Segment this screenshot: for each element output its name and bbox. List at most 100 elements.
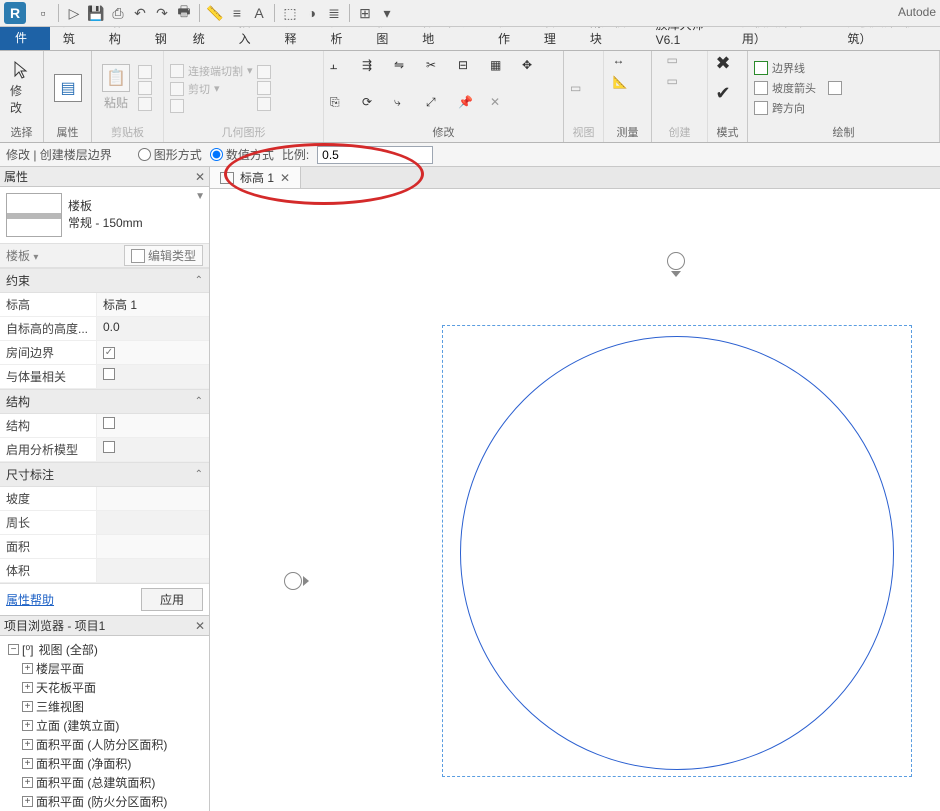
cancel-mode-button[interactable]: ✖	[716, 53, 740, 77]
array-icon[interactable]: ▦	[490, 58, 516, 80]
view-tabs: 标高 1 ✕	[210, 167, 940, 189]
drawing-canvas[interactable]	[210, 189, 940, 811]
boundary-line-button[interactable]: 边界线	[754, 60, 816, 76]
section-structure[interactable]: 结构⌃	[0, 389, 209, 414]
edit-type-button[interactable]: 编辑类型	[124, 245, 203, 266]
dim-icon[interactable]: ↔	[613, 53, 643, 71]
numeric-mode-radio[interactable]: 数值方式	[210, 146, 274, 163]
browser-close-icon[interactable]: ✕	[195, 619, 205, 633]
prop-struct[interactable]	[96, 414, 209, 437]
qat-open-icon[interactable]: ▷	[64, 3, 84, 23]
app-logo[interactable]: R	[4, 2, 26, 24]
extend-icon[interactable]: ⤷	[394, 95, 420, 117]
tree-floorplans[interactable]: +楼层平面	[2, 659, 207, 678]
prop-roombound[interactable]	[96, 341, 209, 364]
properties-icon: ▤	[54, 74, 82, 102]
type-selector[interactable]: 楼板 常规 - 150mm ▼	[0, 187, 209, 244]
measure-icon[interactable]: 📐	[613, 75, 643, 93]
pin-icon[interactable]: 📌	[458, 95, 484, 117]
slope-arrow-button[interactable]: 坡度箭头	[754, 80, 816, 96]
options-bar: 修改 | 创建楼层边界 图形方式 数值方式 比例:	[0, 143, 940, 167]
ribbon-group-props: ▤ 属性	[44, 51, 92, 142]
qat-3d-icon[interactable]: ⬚	[280, 3, 300, 23]
ribbon-group-view: ▭ 视图	[564, 51, 604, 142]
qat-thin-icon[interactable]: ≣	[324, 3, 344, 23]
prop-level[interactable]: 标高 1	[96, 293, 209, 316]
section-constraints[interactable]: 约束⌃	[0, 268, 209, 293]
sketch-circle[interactable]	[460, 336, 894, 770]
tree-3d[interactable]: +三维视图	[2, 697, 207, 716]
properties-button[interactable]: ▤	[50, 72, 86, 104]
modify-tool-button[interactable]: 修改	[6, 58, 37, 118]
mirror-icon[interactable]: ⇋	[394, 58, 420, 80]
cut-icon	[138, 65, 152, 79]
ratio-label: 比例:	[282, 146, 309, 163]
tab-steel[interactable]: 钢	[142, 26, 180, 50]
app-title: Autode	[898, 5, 936, 19]
tree-root-views[interactable]: −[⁰]视图 (全部)	[2, 640, 207, 659]
properties-help-link[interactable]: 属性帮助	[6, 591, 54, 608]
span-dir-button[interactable]: 跨方向	[754, 100, 816, 116]
prop-massrel	[96, 365, 209, 388]
type-thumbnail	[6, 193, 62, 237]
ratio-input[interactable]	[317, 146, 433, 164]
offset-icon[interactable]: ⇶	[362, 58, 388, 80]
view-tab-label: 标高 1	[240, 169, 274, 186]
prop-volume	[96, 559, 209, 582]
slope-icon	[754, 81, 768, 95]
ribbon-group-modify: ⫠ ⇶ ⇋ ✂ ⊟ ▦ ✥ ⎘ ⟳ ⤷ ⤢ 📌 ✕ 修改	[324, 51, 564, 142]
view-icon: ▭	[570, 81, 581, 95]
apply-button[interactable]: 应用	[141, 588, 203, 611]
project-browser-tree: −[⁰]视图 (全部) +楼层平面 +天花板平面 +三维视图 +立面 (建筑立面…	[0, 636, 209, 811]
ribbon-group-clipboard: 📋粘贴 剪贴板	[92, 51, 164, 142]
prop-analysis[interactable]	[96, 438, 209, 461]
qat-measure-icon[interactable]: 📏	[205, 3, 225, 23]
tree-area1[interactable]: +面积平面 (人防分区面积)	[2, 735, 207, 754]
tree-elev[interactable]: +立面 (建筑立面)	[2, 716, 207, 735]
qat-text-icon[interactable]: A	[249, 3, 269, 23]
tree-area4[interactable]: +面积平面 (防火分区面积)	[2, 792, 207, 811]
cursor-icon	[12, 60, 32, 80]
scale-icon[interactable]: ⤢	[426, 95, 452, 117]
quick-access-toolbar: R ▫ ▷ 💾 ⎙ ↶ ↷ 🖶 📏 ≡ A ⬚ ◑ ≣ ⊞ ▾ Autode	[0, 0, 940, 27]
qat-section-icon[interactable]: ◑	[302, 3, 322, 23]
property-list: 约束⌃ 标高标高 1 自标高的高度...0.0 房间边界 与体量相关 结构⌃ 结…	[0, 268, 209, 583]
prop-perim	[96, 511, 209, 534]
move-icon[interactable]: ✥	[522, 58, 548, 80]
shape-mode-radio[interactable]: 图形方式	[138, 146, 202, 163]
qat-switch-icon[interactable]: ▾	[377, 3, 397, 23]
split-icon[interactable]: ⊟	[458, 58, 484, 80]
tree-ceilings[interactable]: +天花板平面	[2, 678, 207, 697]
properties-panel-header: 属性 ✕	[0, 167, 209, 187]
qat-undo-icon[interactable]: ↶	[130, 3, 150, 23]
prop-offset[interactable]: 0.0	[96, 317, 209, 340]
ribbon-group-mode: ✖ ✔ 模式	[708, 51, 748, 142]
tree-area2[interactable]: +面积平面 (净面积)	[2, 754, 207, 773]
finish-mode-button[interactable]: ✔	[716, 83, 740, 107]
cut-button	[138, 65, 152, 79]
section-dimension[interactable]: 尺寸标注⌃	[0, 462, 209, 487]
qat-save-icon[interactable]: 💾	[86, 3, 106, 23]
qat-new-icon[interactable]: ▫	[33, 3, 53, 23]
qat-print-icon[interactable]: 🖶	[174, 3, 194, 23]
view-tab-close-icon[interactable]: ✕	[280, 171, 290, 185]
align-icon[interactable]: ⫠	[330, 58, 356, 80]
edit-type-icon	[131, 249, 145, 263]
type-name: 常规 - 150mm	[68, 215, 143, 232]
view-tab-level1[interactable]: 标高 1 ✕	[210, 167, 301, 188]
line-tool-icon[interactable]	[828, 81, 842, 95]
copy-icon[interactable]: ⎘	[330, 95, 356, 117]
qat-saveas-icon[interactable]: ⎙	[108, 3, 128, 23]
qat-redo-icon[interactable]: ↷	[152, 3, 172, 23]
rotate-icon[interactable]: ⟳	[362, 95, 388, 117]
paste-icon: 📋	[102, 64, 130, 92]
elevation-marker-left[interactable]	[284, 572, 304, 592]
qat-close-icon[interactable]: ⊞	[355, 3, 375, 23]
trim-icon[interactable]: ✂	[426, 58, 452, 80]
qat-align-icon[interactable]: ≡	[227, 3, 247, 23]
conn-cut-button: 连接端切割 ▾	[170, 63, 253, 79]
elevation-marker-top[interactable]	[667, 252, 687, 272]
properties-close-icon[interactable]: ✕	[195, 170, 205, 184]
tree-area3[interactable]: +面积平面 (总建筑面积)	[2, 773, 207, 792]
type-family: 楼板	[68, 198, 143, 215]
